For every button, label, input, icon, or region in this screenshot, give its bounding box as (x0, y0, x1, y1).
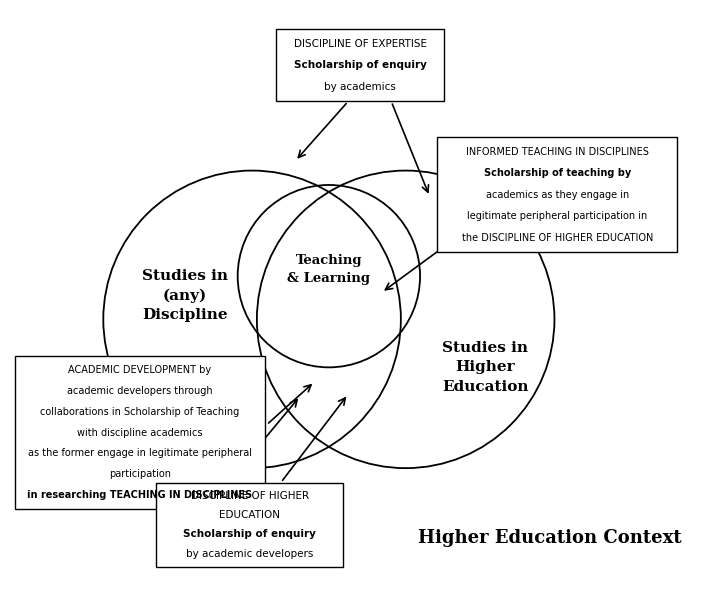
Text: EDUCATION: EDUCATION (219, 510, 280, 520)
Text: as the former engage in legitimate peripheral: as the former engage in legitimate perip… (28, 449, 252, 458)
Text: DISCIPLINE OF HIGHER: DISCIPLINE OF HIGHER (190, 491, 309, 501)
Bar (156, 483, 343, 567)
Text: Studies in
Higher
Education: Studies in Higher Education (442, 341, 528, 394)
Bar (15, 356, 265, 510)
Text: Scholarship of teaching by: Scholarship of teaching by (484, 168, 631, 178)
Text: with discipline academics: with discipline academics (77, 427, 202, 438)
Text: academics as they engage in: academics as they engage in (486, 190, 629, 199)
Text: legitimate peripheral participation in: legitimate peripheral participation in (467, 211, 648, 221)
Text: Scholarship of enquiry: Scholarship of enquiry (294, 60, 427, 71)
Text: by academic developers: by academic developers (186, 548, 313, 559)
Bar (276, 29, 444, 102)
Text: DISCIPLINE OF EXPERTISE: DISCIPLINE OF EXPERTISE (293, 39, 427, 49)
Text: academic developers through: academic developers through (67, 386, 212, 396)
Bar (437, 137, 677, 252)
Text: ACADEMIC DEVELOPMENT by: ACADEMIC DEVELOPMENT by (68, 365, 212, 375)
Text: Studies in
(any)
Discipline: Studies in (any) Discipline (142, 269, 228, 322)
Text: in researching TEACHING IN DISCIPLINES: in researching TEACHING IN DISCIPLINES (27, 490, 252, 500)
Text: Higher Education Context: Higher Education Context (418, 529, 682, 547)
Text: Teaching
& Learning: Teaching & Learning (288, 254, 371, 285)
Text: the DISCIPLINE OF HIGHER EDUCATION: the DISCIPLINE OF HIGHER EDUCATION (462, 233, 653, 243)
Text: INFORMED TEACHING IN DISCIPLINES: INFORMED TEACHING IN DISCIPLINES (466, 147, 649, 157)
Text: by academics: by academics (324, 82, 396, 92)
Text: Scholarship of enquiry: Scholarship of enquiry (183, 530, 316, 539)
Text: collaborations in Scholarship of Teaching: collaborations in Scholarship of Teachin… (40, 407, 239, 416)
Text: participation: participation (109, 469, 171, 479)
